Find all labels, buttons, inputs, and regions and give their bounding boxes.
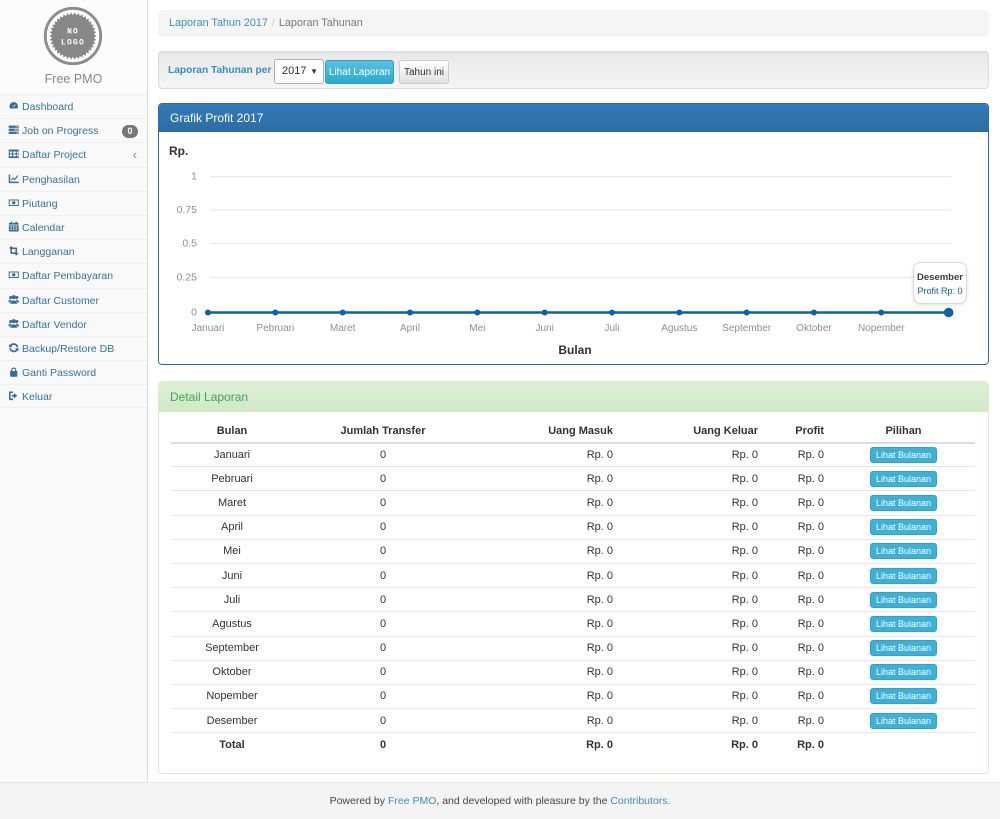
- svg-text:April: April: [400, 323, 420, 334]
- svg-text:Mei: Mei: [469, 323, 485, 334]
- svg-text:LOGO: LOGO: [61, 39, 85, 48]
- svg-text:Pebruari: Pebruari: [256, 323, 294, 334]
- svg-text:Maret: Maret: [330, 323, 356, 334]
- svg-text:September: September: [722, 323, 772, 334]
- svg-text:0.75: 0.75: [177, 204, 198, 216]
- svg-text:Januari: Januari: [192, 323, 225, 334]
- svg-text:Juli: Juli: [604, 323, 619, 334]
- svg-text:Nopember: Nopember: [858, 323, 905, 334]
- svg-text:NO: NO: [67, 28, 79, 37]
- svg-text:Rp.: Rp.: [169, 144, 188, 158]
- svg-text:Oktober: Oktober: [796, 323, 832, 334]
- svg-text:Bulan: Bulan: [558, 343, 591, 357]
- svg-text:1: 1: [191, 171, 197, 183]
- svg-text:Agustus: Agustus: [661, 323, 697, 334]
- svg-text:0.25: 0.25: [177, 271, 198, 283]
- svg-text:Juni: Juni: [535, 323, 553, 334]
- svg-text:0.5: 0.5: [182, 237, 197, 249]
- svg-text:0: 0: [191, 307, 197, 319]
